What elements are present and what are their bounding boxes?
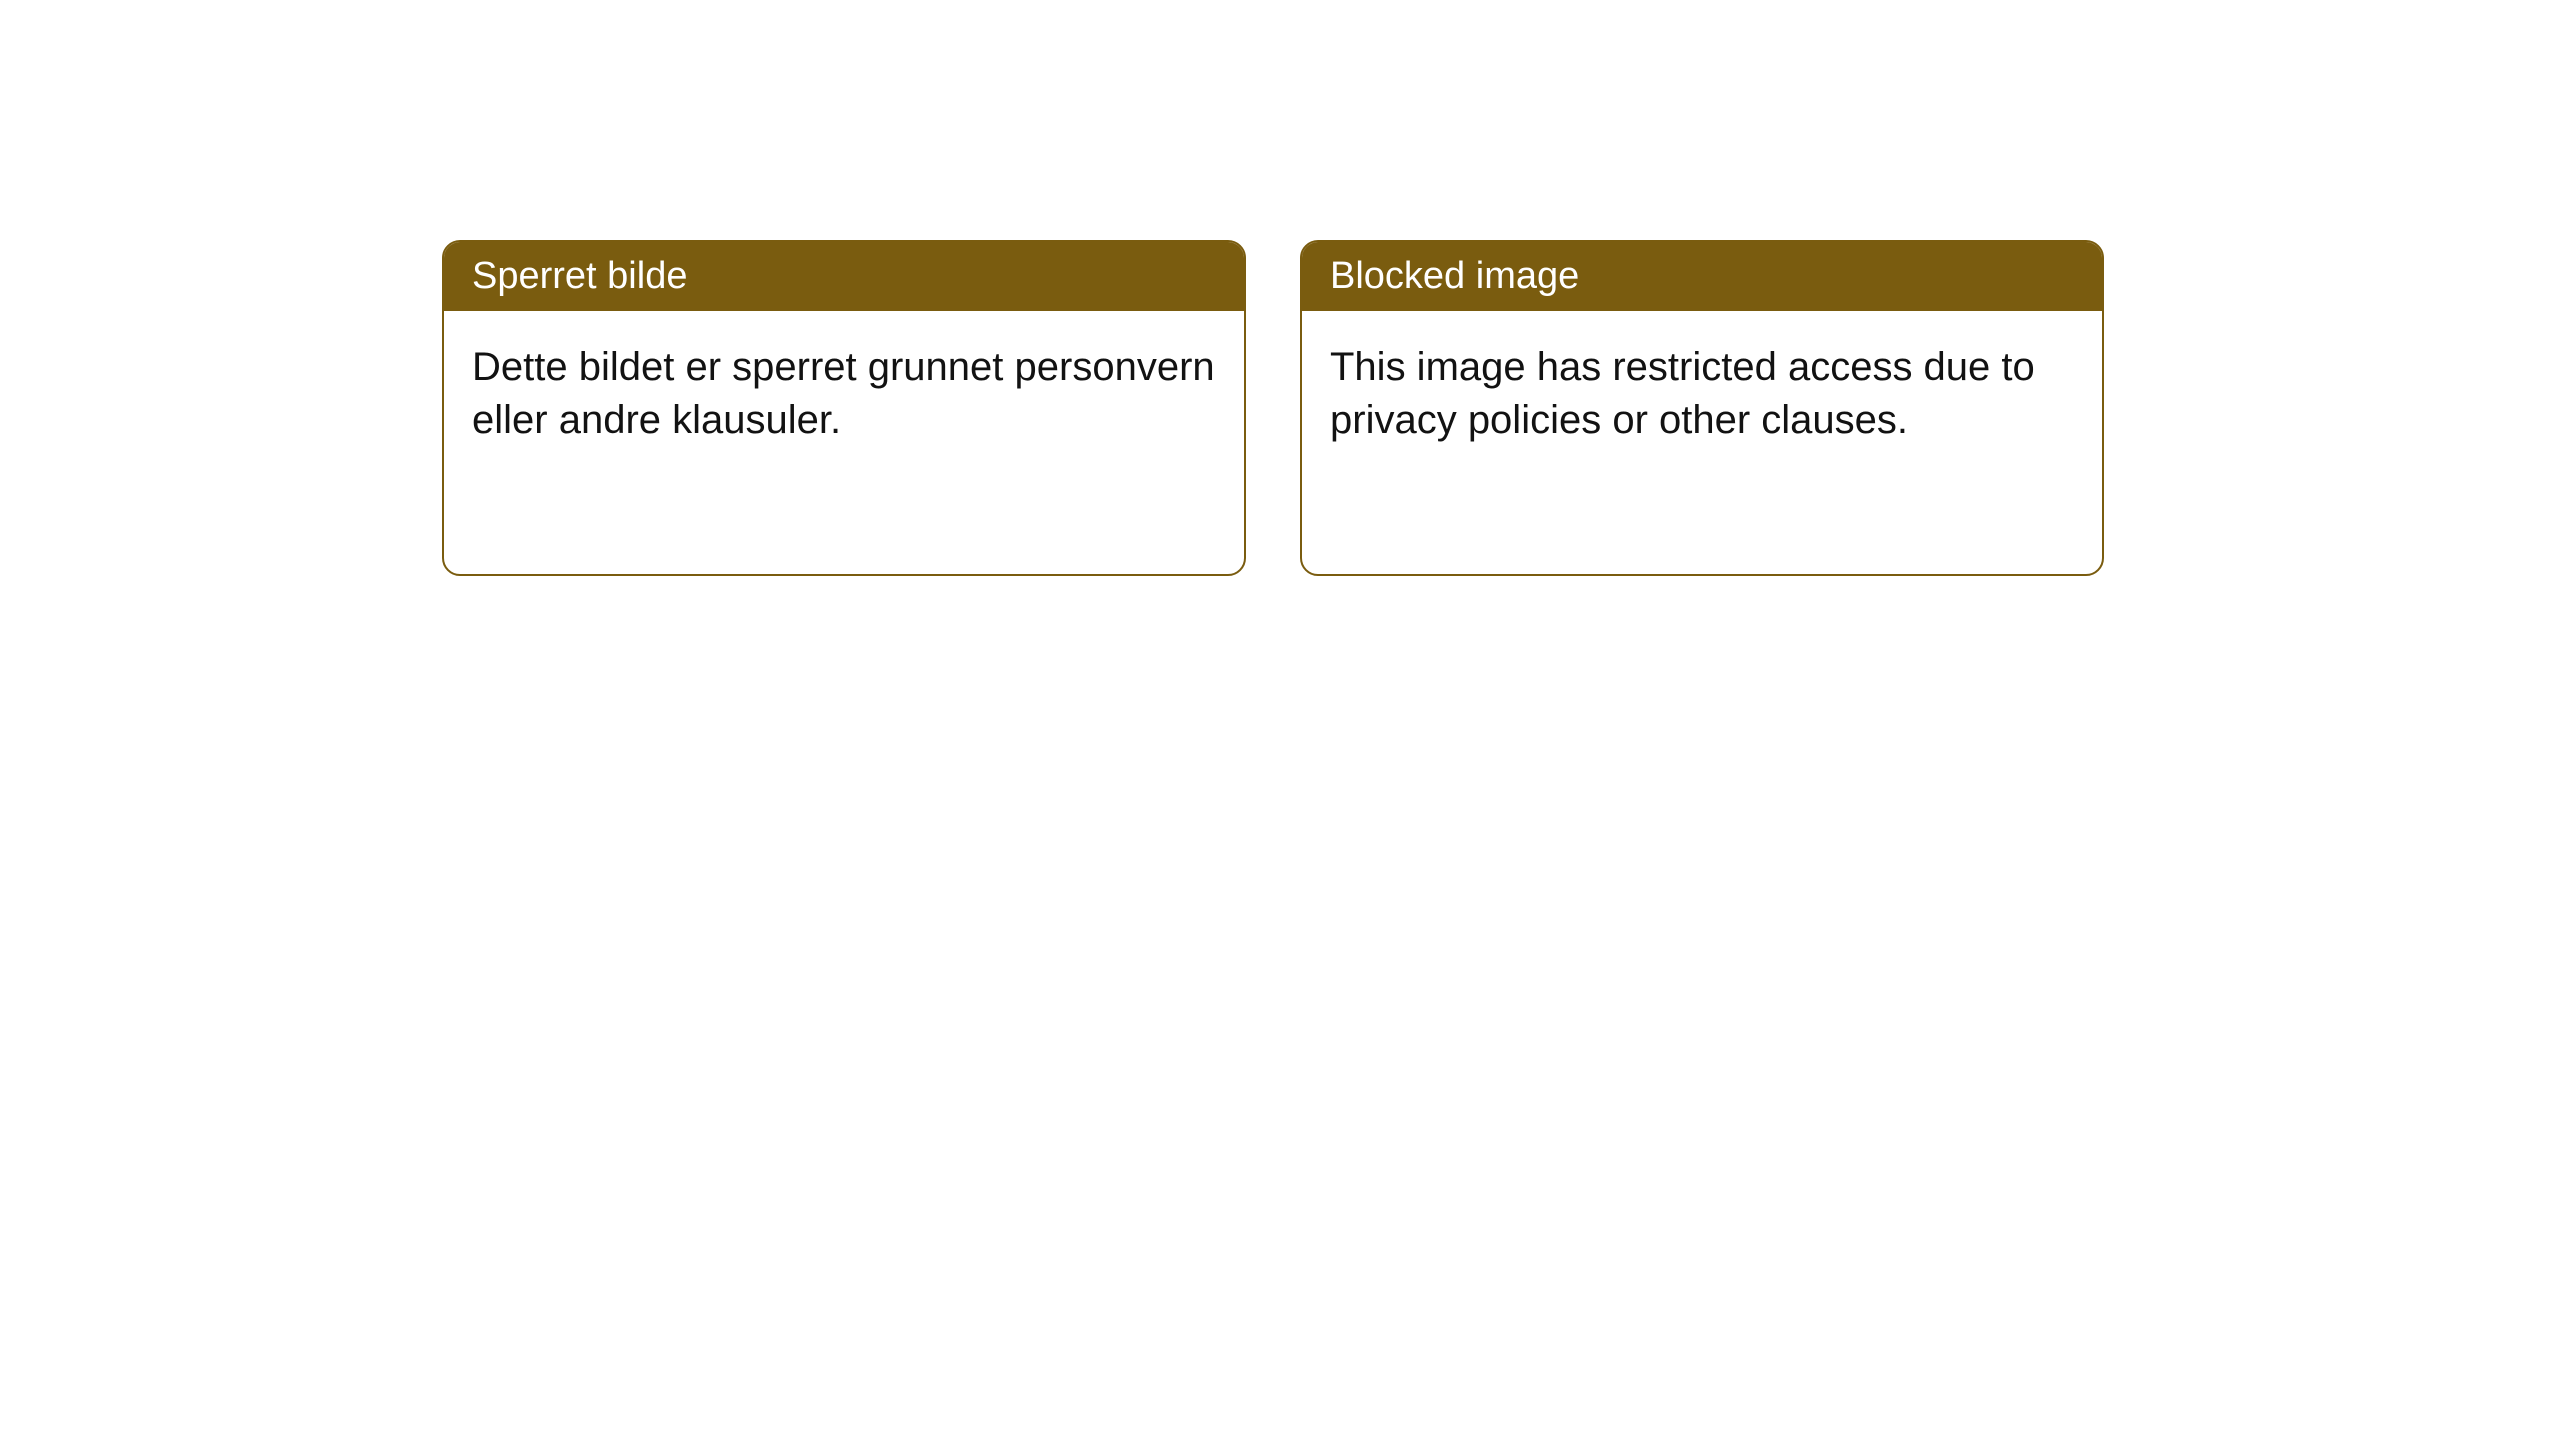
notice-body: This image has restricted access due to … [1302,311,2102,477]
notice-container: Sperret bilde Dette bildet er sperret gr… [0,0,2560,576]
notice-header: Blocked image [1302,242,2102,311]
notice-card-norwegian: Sperret bilde Dette bildet er sperret gr… [442,240,1246,576]
notice-header: Sperret bilde [444,242,1244,311]
notice-body: Dette bildet er sperret grunnet personve… [444,311,1244,477]
notice-card-english: Blocked image This image has restricted … [1300,240,2104,576]
